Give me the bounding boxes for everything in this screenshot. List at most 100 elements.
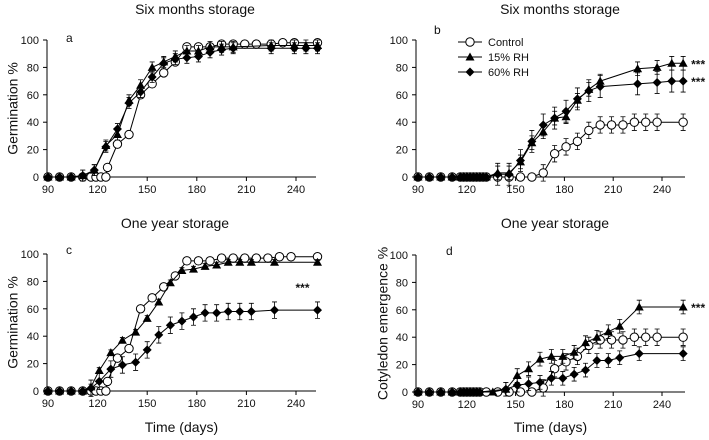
x-tick-label: 120 bbox=[458, 184, 476, 196]
data-point bbox=[117, 335, 127, 344]
data-point bbox=[286, 252, 296, 262]
y-tick-label: 60 bbox=[396, 90, 408, 102]
data-point bbox=[549, 364, 560, 374]
data-point bbox=[223, 307, 233, 317]
legend-label: 60% RH bbox=[488, 67, 529, 79]
data-point bbox=[101, 172, 111, 182]
data-point bbox=[246, 257, 256, 266]
data-point bbox=[527, 136, 537, 146]
series-60-rh bbox=[413, 346, 688, 397]
legend-label: 15% RH bbox=[488, 52, 529, 64]
data-point bbox=[535, 354, 545, 363]
data-point bbox=[572, 94, 582, 104]
series-line bbox=[48, 42, 318, 178]
y-tick-label: 0 bbox=[33, 386, 39, 398]
panel-title: Six months storage bbox=[135, 1, 255, 17]
series-15-rh bbox=[43, 39, 322, 182]
data-point bbox=[89, 165, 99, 175]
data-point bbox=[188, 264, 198, 273]
data-point bbox=[216, 253, 227, 263]
data-point bbox=[55, 386, 65, 396]
panel-c: One year storage c 0 20 40 60 80 100 90 120 150 180… bbox=[5, 215, 323, 435]
y-axis-label: Cotyledon emergence % bbox=[375, 247, 391, 400]
panel-label: d bbox=[446, 244, 453, 258]
data-point bbox=[251, 253, 262, 263]
data-point bbox=[424, 172, 434, 182]
y-axis-label: Germination % bbox=[5, 276, 21, 369]
data-point bbox=[301, 43, 311, 53]
data-point bbox=[147, 293, 157, 303]
x-tick-label: 120 bbox=[88, 184, 106, 196]
data-point bbox=[413, 172, 423, 182]
x-tick-label: 120 bbox=[458, 399, 476, 411]
data-point bbox=[165, 320, 175, 330]
data-point bbox=[515, 156, 525, 166]
series-line bbox=[48, 44, 318, 178]
data-point bbox=[481, 172, 491, 182]
data-point bbox=[312, 43, 322, 53]
data-point bbox=[667, 58, 677, 67]
data-point bbox=[147, 72, 157, 82]
data-point bbox=[182, 256, 192, 266]
data-point bbox=[581, 338, 591, 347]
data-point bbox=[78, 386, 88, 396]
data-point bbox=[652, 332, 662, 342]
x-tick-label: 150 bbox=[138, 398, 156, 410]
data-point bbox=[538, 383, 548, 393]
x-tick-label: 90 bbox=[412, 399, 424, 411]
data-point bbox=[592, 355, 602, 365]
data-point bbox=[142, 313, 152, 322]
data-point bbox=[413, 387, 423, 397]
y-tick-label: 100 bbox=[21, 249, 39, 261]
x-tick-label: 210 bbox=[237, 184, 255, 196]
data-point bbox=[603, 355, 613, 365]
data-point bbox=[101, 142, 111, 152]
data-point bbox=[634, 349, 644, 359]
data-point bbox=[270, 257, 280, 266]
series-60-rh bbox=[43, 301, 322, 397]
data-point bbox=[678, 332, 688, 342]
data-point bbox=[527, 172, 537, 182]
data-point bbox=[131, 357, 141, 367]
data-point bbox=[147, 62, 157, 71]
data-point bbox=[667, 76, 677, 86]
x-tick-label: 210 bbox=[237, 398, 255, 410]
data-point bbox=[200, 261, 210, 270]
data-point bbox=[112, 124, 122, 134]
data-point bbox=[629, 332, 640, 342]
data-point bbox=[124, 129, 134, 140]
y-tick-label: 20 bbox=[27, 145, 39, 157]
data-point bbox=[678, 58, 688, 67]
series-60-rh bbox=[413, 69, 688, 186]
data-point bbox=[475, 387, 485, 397]
y-tick-label: 0 bbox=[402, 387, 408, 399]
data-point bbox=[424, 387, 434, 397]
data-point bbox=[618, 335, 628, 345]
data-point bbox=[66, 386, 76, 396]
y-tick-label: 80 bbox=[27, 62, 39, 74]
data-point bbox=[312, 305, 322, 315]
data-point bbox=[228, 253, 238, 263]
panel-label: a bbox=[66, 31, 73, 45]
x-tick-label: 90 bbox=[42, 184, 54, 196]
data-point bbox=[678, 76, 688, 86]
data-point bbox=[546, 351, 556, 360]
data-point bbox=[535, 377, 545, 387]
data-point bbox=[524, 379, 534, 389]
data-point bbox=[159, 58, 169, 68]
data-point bbox=[488, 387, 498, 396]
data-point bbox=[240, 39, 250, 49]
y-tick-label: 60 bbox=[27, 90, 39, 102]
y-tick-label: 60 bbox=[27, 304, 39, 316]
data-point bbox=[618, 120, 628, 130]
data-point bbox=[136, 87, 146, 97]
series-line bbox=[48, 47, 318, 178]
panel-a: Six months storage a 0 20 40 60 80 100 90 120 150 1… bbox=[5, 1, 323, 196]
data-point bbox=[527, 387, 537, 397]
data-point bbox=[592, 332, 602, 341]
data-point bbox=[124, 98, 134, 108]
x-tick-label: 90 bbox=[412, 184, 424, 196]
x-axis-label: Time (days) bbox=[145, 419, 218, 435]
data-point bbox=[603, 327, 613, 336]
data-point bbox=[43, 386, 53, 396]
